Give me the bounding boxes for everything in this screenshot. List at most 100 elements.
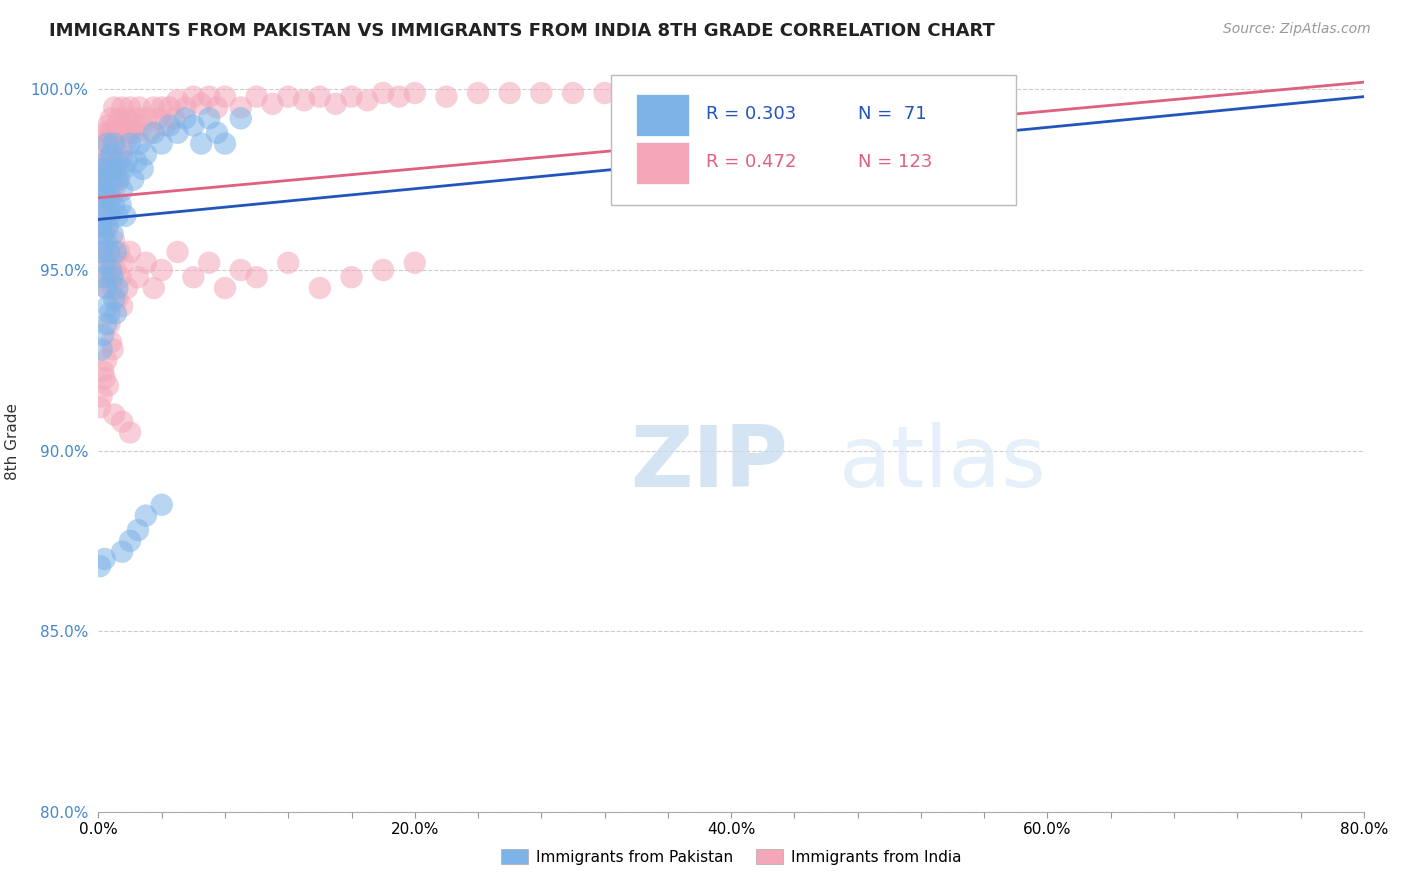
Point [91, 184, 114, 198]
Point [436, 89, 458, 103]
Point [100, 191, 122, 205]
Point [404, 256, 426, 270]
Point [100, 191, 122, 205]
Point [101, 281, 124, 295]
Point [198, 256, 221, 270]
Point [91, 244, 114, 259]
Point [111, 544, 134, 558]
Point [115, 112, 138, 126]
Point [93, 161, 117, 176]
Point [97, 172, 120, 186]
Point [101, 161, 124, 176]
Text: atlas: atlas [838, 422, 1046, 505]
Point [120, 425, 141, 440]
Point [121, 119, 143, 133]
Point [100, 256, 122, 270]
Point [799, 86, 821, 100]
Point [96, 317, 118, 331]
Point [108, 244, 131, 259]
Point [93, 552, 117, 566]
Point [90, 172, 112, 186]
Point [98, 126, 121, 140]
Point [97, 219, 120, 234]
Point [112, 256, 135, 270]
Point [93, 263, 117, 277]
Point [125, 154, 148, 169]
Point [101, 343, 124, 357]
Point [90, 227, 112, 241]
Point [166, 244, 188, 259]
Point [174, 100, 197, 114]
Point [862, 82, 884, 96]
Text: N = 123: N = 123 [858, 153, 932, 171]
Point [198, 89, 221, 103]
Point [214, 89, 236, 103]
Point [90, 343, 112, 357]
Point [89, 161, 111, 176]
Point [97, 378, 120, 392]
Point [309, 281, 332, 295]
Point [97, 299, 120, 313]
Point [120, 136, 141, 151]
Point [90, 219, 112, 234]
Point [112, 119, 135, 133]
Point [292, 93, 315, 107]
Point [340, 270, 363, 285]
Point [135, 112, 157, 126]
Point [404, 86, 426, 100]
Point [142, 100, 165, 114]
Point [114, 209, 136, 223]
Point [107, 281, 129, 295]
Point [104, 263, 127, 277]
Point [93, 161, 117, 176]
Text: R = 0.472: R = 0.472 [706, 153, 796, 171]
Point [309, 89, 332, 103]
Point [190, 96, 212, 111]
Point [104, 119, 127, 133]
Point [103, 184, 125, 198]
Point [98, 244, 121, 259]
Point [325, 96, 347, 111]
Point [183, 119, 205, 133]
Point [91, 270, 114, 285]
Point [96, 191, 118, 205]
Point [100, 335, 122, 350]
Point [108, 154, 131, 169]
Point [142, 126, 165, 140]
Point [97, 191, 120, 205]
Point [96, 154, 118, 169]
Point [89, 559, 111, 574]
Point [98, 209, 121, 223]
Point [277, 256, 299, 270]
Point [96, 234, 118, 248]
Point [150, 136, 173, 151]
Point [91, 328, 114, 343]
Point [98, 317, 121, 331]
Point [97, 244, 120, 259]
Point [112, 161, 135, 176]
Point [190, 136, 212, 151]
Point [107, 209, 129, 223]
Point [111, 184, 134, 198]
Point [356, 93, 378, 107]
Point [371, 86, 394, 100]
Point [198, 112, 221, 126]
Point [163, 112, 186, 126]
Point [97, 136, 120, 151]
Point [183, 89, 205, 103]
Point [148, 112, 170, 126]
Point [735, 82, 758, 96]
Point [371, 263, 394, 277]
Text: ZIP: ZIP [630, 422, 787, 505]
Point [135, 508, 157, 523]
Point [128, 100, 150, 114]
Point [91, 227, 114, 241]
Point [107, 292, 129, 306]
Point [90, 172, 112, 186]
Point [142, 281, 165, 295]
Point [89, 219, 111, 234]
Text: IMMIGRANTS FROM PAKISTAN VS IMMIGRANTS FROM INDIA 8TH GRADE CORRELATION CHART: IMMIGRANTS FROM PAKISTAN VS IMMIGRANTS F… [49, 22, 995, 40]
Point [110, 126, 132, 140]
Point [115, 281, 138, 295]
Point [117, 126, 139, 140]
